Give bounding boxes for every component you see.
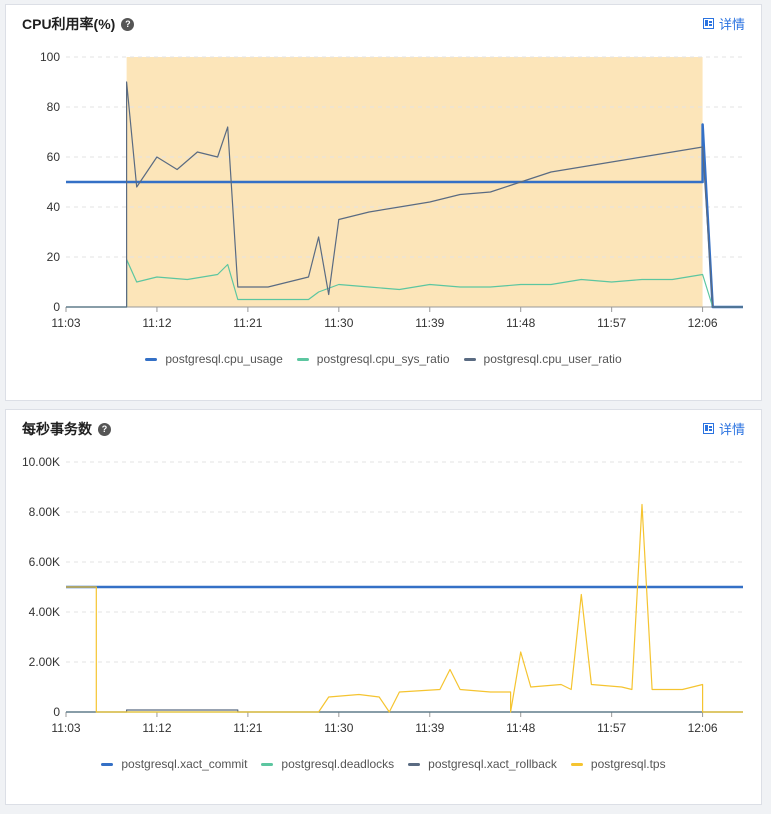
x-tick-label: 11:48 [506, 316, 535, 330]
tps-panel-title: 每秒事务数 ? [22, 419, 111, 439]
x-tick-label: 11:39 [415, 721, 444, 735]
x-tick-label: 11:57 [597, 316, 626, 330]
x-tick-label: 11:30 [324, 721, 353, 735]
legend-item-postgresql-deadlocks[interactable]: postgresql.deadlocks [261, 757, 394, 771]
cpu-panel-title: CPU利用率(%) ? [22, 14, 135, 34]
legend-item-postgresql-cpu-sys-ratio[interactable]: postgresql.cpu_sys_ratio [296, 352, 450, 366]
x-tick-label: 11:39 [415, 316, 444, 330]
x-tick-label: 11:21 [233, 316, 262, 330]
legend-label: postgresql.cpu_sys_ratio [316, 352, 450, 366]
legend-item-postgresql-xact-commit[interactable]: postgresql.xact_commit [101, 757, 247, 771]
x-tick-label: 11:03 [51, 316, 80, 330]
cpu-detail-label: 详情 [718, 17, 745, 32]
y-tick-label: 6.00K [29, 555, 60, 569]
x-tick-label: 11:21 [233, 721, 262, 735]
legend-item-postgresql-cpu-usage[interactable]: postgresql.cpu_usage [145, 352, 283, 366]
cpu-usage-chart[interactable]: 0 20 40 60 80 100 11:03 11:12 11:21 11:30 11:39 11:… [6, 5, 763, 402]
help-icon[interactable]: ? [121, 17, 135, 31]
y-tick-label: 40 [47, 200, 61, 214]
legend-label: postgresql.cpu_usage [165, 352, 283, 366]
legend-item-postgresql-xact-rollback[interactable]: postgresql.xact_rollback [408, 757, 557, 771]
y-tick-label: 8.00K [29, 505, 60, 519]
y-tick-label: 60 [47, 150, 61, 164]
legend-item-postgresql-tps[interactable]: postgresql.tps [570, 757, 666, 771]
cpu-panel-title-text: CPU利用率(%) [22, 16, 116, 32]
legend-swatch [145, 357, 158, 361]
series-line-postgresql-cpu-user-ratio[interactable] [66, 81, 743, 308]
tps-chart[interactable]: 0 2.00K 4.00K 6.00K 8.00K 10.00K 11:03 11:12 11:… [6, 410, 763, 806]
legend-label: postgresql.cpu_user_ratio [483, 352, 622, 366]
tps-detail-link[interactable]: 详情 [702, 419, 745, 438]
tps-panel: 每秒事务数 ? 详情 0 2.00K 4.00K 6.00K 8.00K 10.00K 11… [5, 409, 762, 805]
tps-panel-title-text: 每秒事务数 [22, 421, 92, 437]
x-tick-label: 11:48 [506, 721, 535, 735]
legend-item-postgresql-cpu-user-ratio[interactable]: postgresql.cpu_user_ratio [463, 352, 622, 366]
x-tick-label: 11:12 [142, 316, 171, 330]
cpu-chart-legend: postgresql.cpu_usage postgresql.cpu_sys_r… [6, 352, 761, 366]
x-tick-label: 11:12 [142, 721, 171, 735]
y-tick-label: 10.00K [22, 455, 60, 469]
detail-icon [702, 18, 714, 29]
legend-label: postgresql.tps [590, 757, 666, 771]
y-tick-label: 80 [47, 100, 61, 114]
detail-icon [702, 423, 714, 434]
legend-swatch [261, 762, 274, 766]
legend-label: postgresql.deadlocks [281, 757, 395, 771]
y-tick-label: 0 [53, 300, 60, 314]
x-tick-label: 12:06 [688, 316, 718, 330]
tps-chart-legend: postgresql.xact_commit postgresql.deadloc… [6, 757, 761, 771]
cpu-usage-panel: CPU利用率(%) ? 详情 0 20 40 60 80 100 11:03 11:12 11:… [5, 4, 762, 401]
x-tick-label: 11:03 [51, 721, 80, 735]
y-tick-label: 100 [40, 50, 60, 64]
legend-swatch [408, 762, 421, 766]
y-tick-label: 20 [47, 250, 61, 264]
series-line-postgresql-cpu-sys-ratio[interactable] [66, 258, 743, 308]
cpu-detail-link[interactable]: 详情 [702, 14, 745, 33]
x-tick-label: 12:06 [688, 721, 718, 735]
help-icon[interactable]: ? [98, 422, 111, 436]
legend-swatch [101, 762, 114, 766]
x-tick-label: 11:30 [324, 316, 353, 330]
series-line-postgresql-tps[interactable] [66, 503, 743, 713]
x-tick-label: 11:57 [597, 721, 626, 735]
y-tick-label: 4.00K [29, 605, 60, 619]
y-tick-label: 0 [53, 705, 60, 719]
tps-detail-label: 详情 [718, 422, 745, 437]
legend-swatch [570, 762, 583, 766]
y-tick-label: 2.00K [29, 655, 60, 669]
legend-label: postgresql.xact_rollback [428, 757, 557, 771]
legend-label: postgresql.xact_commit [121, 757, 248, 771]
legend-swatch [463, 357, 476, 361]
legend-swatch [296, 357, 309, 361]
